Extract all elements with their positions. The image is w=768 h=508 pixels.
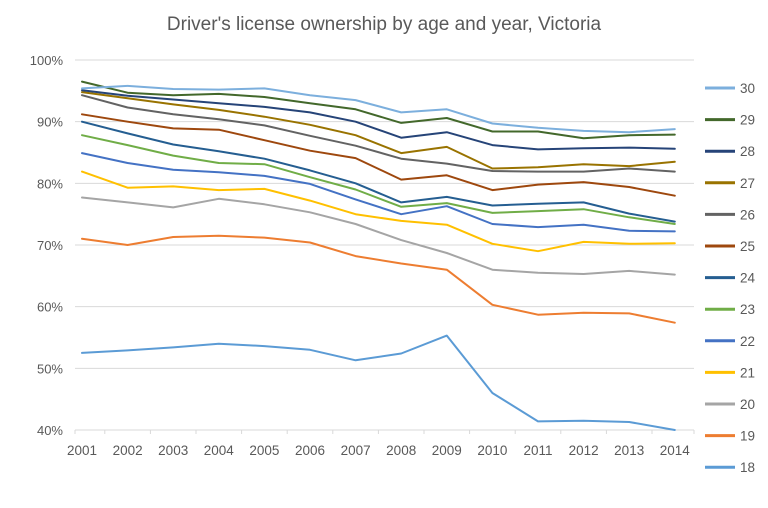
y-axis-tick-label: 40% bbox=[37, 423, 63, 438]
legend-item-29: 29 bbox=[705, 113, 755, 128]
legend-label: 29 bbox=[740, 113, 755, 128]
series-line-19 bbox=[81, 234, 676, 324]
legend-item-23: 23 bbox=[705, 302, 755, 317]
legend-label: 27 bbox=[740, 176, 755, 191]
x-axis-tick-label: 2004 bbox=[204, 443, 235, 458]
legend-label: 30 bbox=[740, 81, 755, 96]
series-line-28 bbox=[81, 89, 676, 151]
legend-label: 26 bbox=[740, 207, 755, 222]
series-line-29 bbox=[81, 80, 676, 140]
legend-item-26: 26 bbox=[705, 207, 755, 222]
legend-item-24: 24 bbox=[705, 271, 756, 286]
x-axis-tick-label: 2007 bbox=[341, 443, 371, 458]
legend-label: 24 bbox=[740, 271, 756, 286]
y-axis-tick-label: 50% bbox=[37, 361, 63, 376]
legend-label: 20 bbox=[740, 397, 755, 412]
y-axis-tick-label: 80% bbox=[37, 176, 63, 191]
legend-item-30: 30 bbox=[705, 81, 755, 96]
legend-label: 25 bbox=[740, 239, 755, 254]
series-line-22 bbox=[81, 152, 676, 233]
series-line-24 bbox=[81, 120, 676, 223]
legend-item-22: 22 bbox=[705, 334, 755, 349]
legend-label: 18 bbox=[740, 460, 755, 475]
x-axis-tick-label: 2005 bbox=[249, 443, 279, 458]
x-axis-tick-label: 2002 bbox=[113, 443, 143, 458]
legend-item-18: 18 bbox=[705, 460, 755, 475]
series-line-20 bbox=[81, 196, 676, 276]
series-line-21 bbox=[81, 170, 676, 253]
x-axis-tick-label: 2006 bbox=[295, 443, 325, 458]
legend-item-21: 21 bbox=[705, 365, 755, 380]
legend-label: 19 bbox=[740, 429, 755, 444]
chart-title: Driver's license ownership by age and ye… bbox=[166, 14, 602, 35]
x-axis-tick-label: 2001 bbox=[67, 443, 97, 458]
x-axis-tick-label: 2012 bbox=[569, 443, 599, 458]
y-axis-tick-label: 100% bbox=[30, 53, 64, 68]
legend-item-27: 27 bbox=[705, 176, 755, 191]
legend-item-28: 28 bbox=[705, 144, 755, 159]
x-axis-tick-label: 2013 bbox=[614, 443, 644, 458]
series-line-23 bbox=[81, 134, 676, 225]
x-axis-tick-label: 2008 bbox=[386, 443, 416, 458]
y-axis-tick-label: 60% bbox=[37, 300, 63, 315]
legend-label: 22 bbox=[740, 334, 755, 349]
legend-label: 21 bbox=[740, 365, 755, 380]
legend-label: 23 bbox=[740, 302, 755, 317]
series-line-25 bbox=[81, 113, 676, 197]
y-axis-tick-label: 70% bbox=[37, 238, 63, 253]
series-line-26 bbox=[81, 94, 676, 173]
series-line-18 bbox=[81, 334, 676, 431]
legend-item-19: 19 bbox=[705, 429, 755, 444]
series-line-30 bbox=[81, 84, 676, 134]
x-axis-tick-label: 2011 bbox=[523, 443, 552, 458]
x-axis-tick-label: 2009 bbox=[432, 443, 462, 458]
x-axis-tick-label: 2010 bbox=[477, 443, 507, 458]
legend-item-20: 20 bbox=[705, 397, 755, 412]
y-axis-tick-label: 90% bbox=[37, 115, 63, 130]
x-axis-tick-label: 2014 bbox=[660, 443, 691, 458]
x-axis-tick-label: 2003 bbox=[158, 443, 188, 458]
series-line-27 bbox=[81, 91, 676, 170]
legend-item-25: 25 bbox=[705, 239, 755, 254]
legend-label: 28 bbox=[740, 144, 755, 159]
